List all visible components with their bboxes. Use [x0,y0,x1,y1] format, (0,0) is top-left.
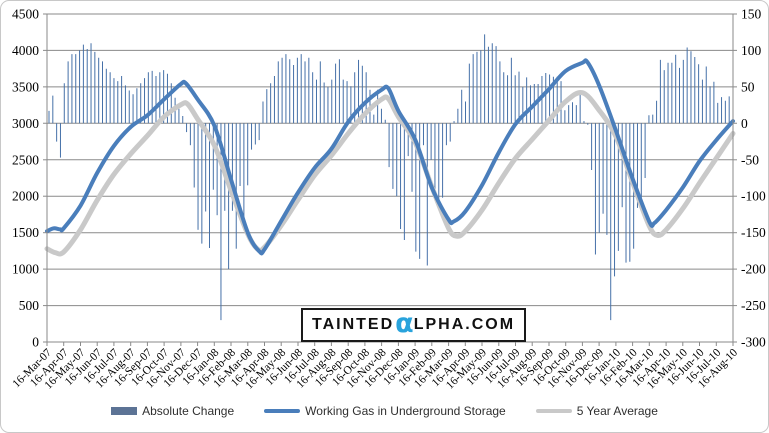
working-gas-swatch [264,409,301,413]
y-right-tick-label: 0 [741,116,748,131]
y-left-tick-label: 4000 [12,43,39,58]
y-left-tick-label: 4500 [12,7,39,22]
legend-label-absolute-change: Absolute Change [142,404,235,418]
y-left-tick-label: 1500 [12,225,39,240]
y-left-tick-label: 0 [32,335,39,350]
y-left-tick-label: 1000 [12,262,39,277]
legend-item-5-year-average: 5 Year Average [535,404,658,418]
legend-item-absolute-change: Absolute Change [111,404,234,418]
watermark-text-pre: TAINTED [312,316,395,333]
working-gas-line [45,58,735,256]
y-left-tick-label: 3500 [12,79,39,94]
y-right-tick-label: 150 [741,7,762,22]
absolute-change-swatch [111,407,138,415]
y-left-tick-label: 500 [19,298,40,313]
y-right-tick-label: -200 [741,262,766,277]
y-right-tick-label: -250 [741,298,766,313]
y-right-tick-label: -100 [741,189,766,204]
y-right-tick-label: 50 [741,79,755,94]
legend-item-working-gas: Working Gas in Underground Storage [264,404,506,418]
y-right-tick-label: -50 [741,152,759,167]
y-right-tick-label: -150 [741,225,766,240]
absolute-change-bars [48,34,734,321]
y-right-tick-label: 100 [741,43,762,58]
watermark-taintedalpha: TAINTED α LPHA.COM [301,308,527,342]
legend: Absolute Change Working Gas in Undergrou… [1,404,768,418]
working-gas-line [45,58,735,256]
y-left-tick-label: 2000 [12,189,39,204]
gridlines [47,13,733,307]
legend-label-working-gas: Working Gas in Underground Storage [305,404,506,418]
y-left-tick-label: 2500 [12,152,39,167]
watermark-alpha-glyph: α [395,308,414,339]
y-right-tick-label: -300 [741,335,766,350]
watermark-text-post: LPHA.COM [413,316,516,333]
five-year-average-swatch [535,409,572,413]
legend-label-5-year-average: 5 Year Average [576,404,658,418]
y-left-tick-label: 3000 [12,116,39,131]
